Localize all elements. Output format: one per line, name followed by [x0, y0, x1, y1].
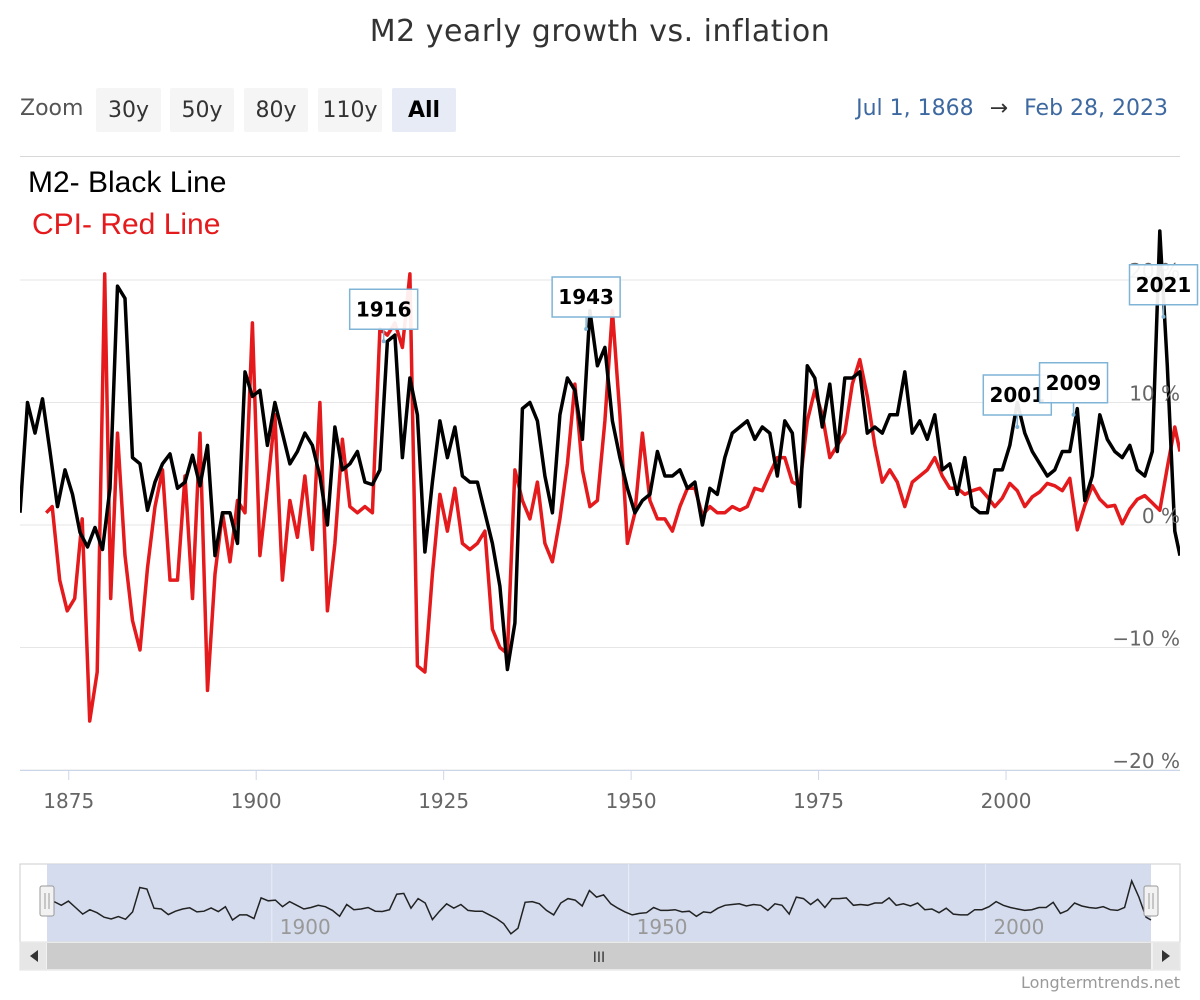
flag-label-1943: 1943 [558, 285, 614, 309]
scrollbar[interactable]: III [19, 941, 1181, 971]
scrollbar-thumb [47, 943, 1151, 969]
x-tick-label: 1925 [418, 789, 469, 813]
header-divider [20, 156, 1180, 157]
flag-point [584, 327, 589, 331]
zoom-30y-button[interactable]: 30y [96, 88, 161, 132]
flag-label-2021: 2021 [1136, 273, 1192, 297]
navigator-tick-label: 2000 [993, 915, 1044, 939]
flag-label-2001: 2001 [989, 383, 1045, 407]
navigator-tick-label: 1950 [637, 915, 688, 939]
series-line-m2 [20, 229, 1180, 672]
chart-title: M2 yearly growth vs. inflation [369, 14, 831, 49]
chevron-left-icon [30, 950, 38, 962]
y-tick-label: 0 % [1142, 504, 1180, 528]
flag-point [1161, 314, 1166, 319]
flag-point [381, 339, 386, 344]
flag-label-2009: 2009 [1046, 371, 1102, 395]
handle-body [1143, 885, 1159, 917]
flag-box [1128, 264, 1199, 306]
x-tick-label: 1975 [793, 789, 844, 813]
legend-m2: M2- Black Line [28, 166, 227, 199]
range-arrow: → [989, 96, 1009, 121]
flag-label-1916: 1916 [356, 297, 412, 321]
zoom-50y-button[interactable]: 50y [170, 88, 234, 132]
zoom-label: Zoom [20, 96, 84, 121]
main-plot[interactable]: 20 %10 %0 %−10 %−20 % 191619432001200920… [0, 0, 1200, 830]
y-tick-label: 10 % [1129, 382, 1180, 406]
navigator-selected-range [47, 864, 1151, 942]
navigator-tick-label: 1900 [280, 915, 331, 939]
flag-box [348, 288, 419, 330]
x-tick-label: 2000 [981, 789, 1032, 813]
zoom-all-button[interactable]: All [392, 88, 456, 132]
date-range: Jul 1, 1868 → Feb 28, 2023 [856, 96, 1168, 121]
scroll-right-button[interactable] [1153, 943, 1179, 969]
flag-box [551, 276, 621, 318]
flag-point [1071, 412, 1076, 417]
scroll-left-button[interactable] [20, 943, 46, 969]
x-tick-label: 1900 [231, 789, 282, 813]
chevron-right-icon [1162, 950, 1170, 962]
zoom-110y-button[interactable]: 110y [318, 88, 382, 132]
x-tick-label: 1875 [43, 789, 94, 813]
range-to-input[interactable]: Feb 28, 2023 [1024, 96, 1168, 121]
x-axis: 1875 1900 1925 1950 1975 2000 [20, 770, 1180, 813]
navigator-right-handle[interactable] [1143, 885, 1159, 917]
flag-point [1015, 425, 1020, 429]
range-from-input[interactable]: Jul 1, 1868 [856, 96, 974, 121]
navigator-series [46, 878, 1152, 935]
y-axis-labels: 20 %10 %0 %−10 %−20 % [1112, 259, 1180, 773]
scrollbar-grip: III [593, 950, 605, 966]
handle-body [39, 885, 55, 917]
navigator-left-handle[interactable] [39, 885, 55, 917]
credits-link[interactable]: Longtermtrends.net [1020, 973, 1180, 992]
navigator-layer: 1900 1950 2000 III [19, 863, 1181, 971]
flag-box [1038, 362, 1109, 404]
y-tick-label: −20 % [1112, 749, 1180, 773]
zoom-80y-button[interactable]: 80y [244, 88, 308, 132]
x-tick-label: 1950 [606, 789, 657, 813]
legend-cpi: CPI- Red Line [32, 208, 221, 241]
y-tick-label: −10 % [1112, 627, 1180, 651]
